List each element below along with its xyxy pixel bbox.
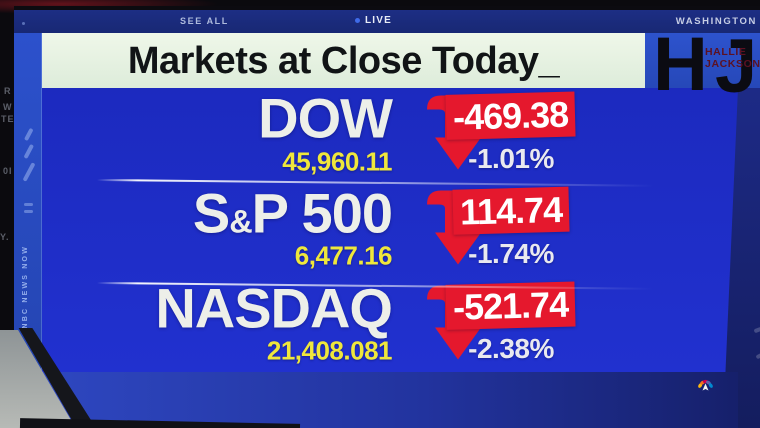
stream-topbar: SEE ALL LIVE WASHINGTON xyxy=(14,10,760,33)
markets-panel: DOW 45,960.11 -469.38 -1.01% S&P 500 6,4… xyxy=(42,88,738,372)
anchor-initial-j: J xyxy=(715,24,758,109)
background-text-fragment: 0I xyxy=(3,166,13,176)
market-row-dow: DOW 45,960.11 -469.38 -1.01% xyxy=(42,88,738,183)
anchor-name-line2: JACKSON xyxy=(705,58,760,70)
change-percent: -2.38% xyxy=(468,332,554,364)
background-text-fragment: Y. xyxy=(0,232,10,242)
change-badge: 114.74 xyxy=(452,186,570,235)
live-dot-icon xyxy=(355,18,360,23)
change-percent: -1.01% xyxy=(468,143,554,175)
anchor-name: HALLIE JACKSON xyxy=(705,46,760,70)
headline-band: Markets at Close Today_ xyxy=(42,33,645,88)
change-badge: -469.38 xyxy=(445,91,577,141)
background-text-fragment: TE xyxy=(1,114,15,124)
change-block: 114.74 -1.74% xyxy=(449,186,573,270)
index-value: 45,960.11 xyxy=(282,145,392,176)
market-row-nasdaq: NASDAQ 21,408.081 -521.74 -2.38% xyxy=(42,277,738,372)
ticker-block: S&P 500 6,477.16 xyxy=(42,181,393,271)
index-symbol: NASDAQ xyxy=(155,276,393,340)
change-block: -521.74 -2.38% xyxy=(445,281,577,365)
anchor-initial-h: H xyxy=(653,22,708,107)
anchor-name-line1: HALLIE xyxy=(705,46,747,58)
nbc-peacock-icon xyxy=(698,379,713,391)
screen-reflection xyxy=(755,352,760,360)
market-row-sp500: S&P 500 6,477.16 114.74 -1.74% xyxy=(42,183,738,278)
anchor-badge: H J HALLIE JACKSON xyxy=(645,27,760,105)
rail-equals-icon xyxy=(24,203,33,217)
nbc-streaks-icon xyxy=(23,128,35,182)
live-label: LIVE xyxy=(365,15,393,26)
index-value: 21,408.081 xyxy=(266,335,393,366)
index-symbol: S&P 500 xyxy=(192,181,393,245)
ticker-block: NASDAQ 21,408.081 xyxy=(42,276,393,366)
screen-reflection xyxy=(753,326,760,334)
network-name-vertical: NBC NEWS NOW xyxy=(22,245,29,329)
live-indicator[interactable]: LIVE xyxy=(355,15,392,26)
ticker-block: DOW 45,960.11 xyxy=(42,86,393,177)
background-text-fragment: R xyxy=(4,86,12,96)
background-text-fragment: W xyxy=(3,102,13,112)
tv-screen: SEE ALL LIVE WASHINGTON NBC NEWS NOW Mar… xyxy=(14,6,760,428)
page-title: Markets at Close Today_ xyxy=(127,40,560,82)
index-symbol: DOW xyxy=(258,86,393,150)
location-label: WASHINGTON xyxy=(675,16,757,27)
change-block: -469.38 -1.01% xyxy=(445,91,577,176)
see-all-button[interactable]: SEE ALL xyxy=(180,16,229,26)
lower-strip xyxy=(42,372,738,428)
change-percent: -1.74% xyxy=(468,238,554,270)
index-value: 6,477.16 xyxy=(294,240,393,271)
topbar-dot-icon xyxy=(22,22,25,25)
